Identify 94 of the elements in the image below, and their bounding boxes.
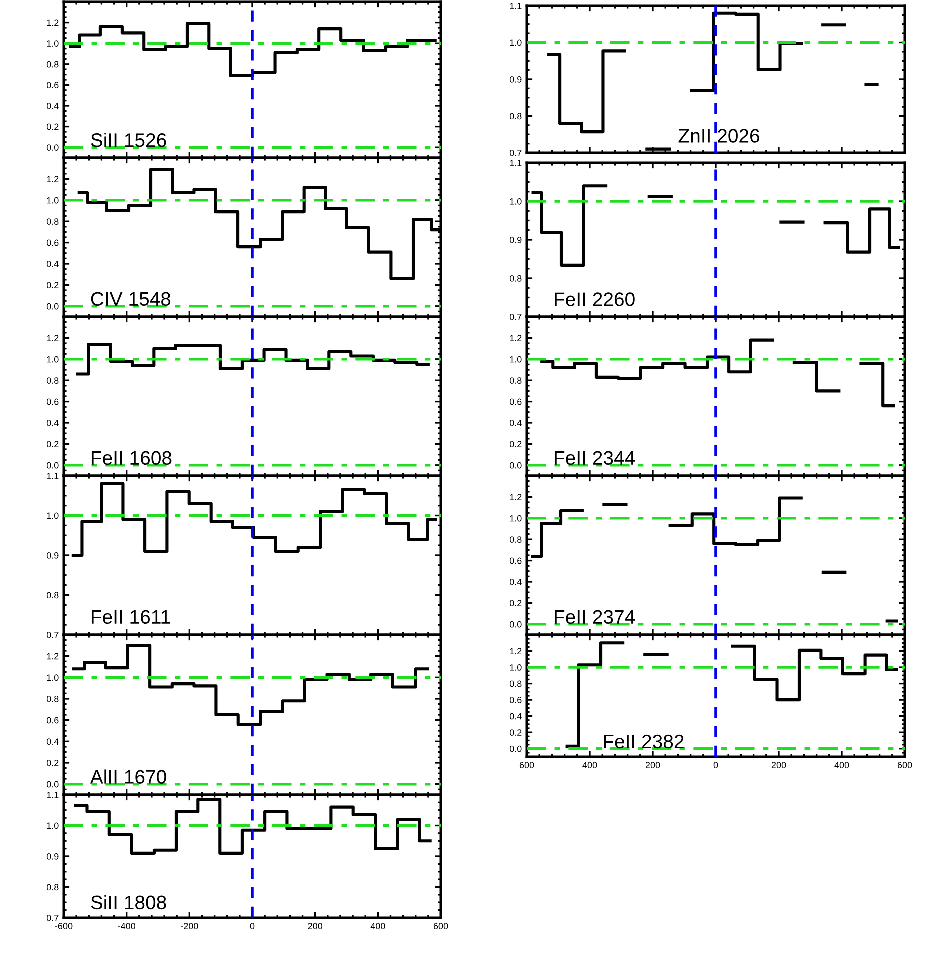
y-tick-label: 0.0 <box>46 462 59 469</box>
y-tick-label: 1.0 <box>47 674 59 682</box>
y-tick-label: 1.0 <box>510 515 522 522</box>
x-tick-label: 200 <box>772 762 786 768</box>
y-tick-label: 0.2 <box>510 441 522 448</box>
y-tick-label: 1.2 <box>47 653 59 660</box>
y-tick-label: 0.8 <box>510 113 522 120</box>
y-tick-label: 1.0 <box>47 822 59 830</box>
y-tick-label: 0.8 <box>510 275 522 282</box>
y-tick-label: 0.2 <box>46 441 59 448</box>
y-tick-label: 0.4 <box>46 420 59 426</box>
annotation: FeII 1608 <box>92 451 172 466</box>
y-tick-label: 0.7 <box>510 150 522 156</box>
y-tick-label: 0.8 <box>46 61 59 68</box>
x-tick-label: 200 <box>646 762 660 768</box>
y-tick-label: 1.0 <box>47 40 59 47</box>
x-tick-label: 200 <box>308 923 323 930</box>
y-tick-label: 1.0 <box>510 40 522 46</box>
x-tick-label: 400 <box>582 762 598 768</box>
x-tick-label: 600 <box>520 762 534 768</box>
y-tick-label: 0.0 <box>510 621 522 628</box>
x-tick-label: 600 <box>434 923 448 930</box>
y-tick-label: 1.1 <box>47 792 59 798</box>
y-tick-label: 0.8 <box>510 680 522 688</box>
y-tick-label: 0.0 <box>510 462 522 469</box>
annotation: SiII 1526 <box>91 132 166 148</box>
y-tick-label: 0.9 <box>46 853 59 860</box>
y-tick-label: 0.8 <box>510 378 522 384</box>
x-tick-label: 0 <box>714 762 718 768</box>
y-tick-label: 0.4 <box>46 102 59 110</box>
y-tick-label: 0.9 <box>46 552 59 559</box>
x-tick-label: 0 <box>250 923 255 930</box>
y-tick-label: 1.0 <box>510 356 522 363</box>
y-tick-label: 1.2 <box>47 176 59 182</box>
y-tick-label: 1.0 <box>510 664 522 671</box>
annotation: FeII 2260 <box>555 292 635 306</box>
y-tick-label: 0.6 <box>510 697 522 704</box>
y-tick-label: 0.4 <box>510 420 522 426</box>
annotation: FeII 2344 <box>555 451 636 466</box>
y-tick-label: 1.0 <box>510 198 522 205</box>
x-tick-label: -600 <box>55 923 73 930</box>
y-tick-label: 0.6 <box>510 398 522 406</box>
y-tick-label: 0.7 <box>46 914 59 922</box>
y-tick-label: 0.8 <box>46 884 59 891</box>
y-tick-label: 0.0 <box>46 303 59 310</box>
x-tick-label: -400 <box>118 923 136 930</box>
y-tick-label: 1.0 <box>47 512 59 520</box>
x-tick-label: 400 <box>834 762 850 768</box>
annotation: FeII 2374 <box>555 610 636 624</box>
y-tick-label: 0.7 <box>510 314 522 320</box>
y-tick-label: 1.0 <box>47 197 59 204</box>
x-tick-label: 400 <box>370 923 386 930</box>
y-tick-label: 1.1 <box>510 160 522 166</box>
y-tick-label: 0.4 <box>510 578 522 586</box>
y-tick-label: 0.0 <box>46 144 59 151</box>
y-tick-label: 0.8 <box>46 592 59 599</box>
y-tick-label: 1.0 <box>47 356 59 363</box>
y-tick-label: 0.8 <box>510 536 522 543</box>
y-tick-label: 0.4 <box>46 260 59 268</box>
y-tick-label: 0.8 <box>46 696 59 702</box>
y-tick-label: 0.2 <box>510 600 522 607</box>
annotation: SiII 1808 <box>91 895 166 910</box>
y-tick-label: 0.9 <box>510 236 522 244</box>
y-tick-label: 0.8 <box>46 378 59 384</box>
y-tick-label: 0.4 <box>510 713 522 720</box>
y-tick-label: 1.1 <box>510 3 522 10</box>
y-tick-label: 1.1 <box>47 473 59 480</box>
annotation: FeII 1611 <box>92 610 170 624</box>
y-tick-label: 0.6 <box>46 82 59 89</box>
y-tick-label: 0.2 <box>46 124 59 130</box>
y-tick-label: 0.0 <box>510 746 522 752</box>
y-tick-label: 0.9 <box>510 76 522 83</box>
y-tick-label: 1.2 <box>47 335 59 342</box>
y-tick-label: 0.0 <box>46 781 59 788</box>
y-tick-label: 0.2 <box>46 760 59 766</box>
y-tick-label: 1.2 <box>510 648 522 655</box>
y-tick-label: 1.2 <box>47 20 59 26</box>
y-tick-label: 0.4 <box>46 738 59 746</box>
y-tick-label: 1.2 <box>510 494 522 500</box>
y-tick-label: 0.2 <box>46 282 59 289</box>
annotation: FeII 2382 <box>604 734 684 749</box>
y-tick-label: 0.6 <box>46 717 59 724</box>
x-tick-label: 600 <box>898 762 912 768</box>
annotation: CIV 1548 <box>91 292 171 306</box>
y-tick-label: 0.7 <box>46 632 59 638</box>
y-tick-label: 0.6 <box>46 240 59 246</box>
y-tick-label: 0.6 <box>46 398 59 406</box>
y-tick-label: 0.2 <box>510 730 522 736</box>
annotation: AlII 1670 <box>90 770 166 784</box>
y-tick-label: 0.8 <box>46 218 59 225</box>
y-tick-label: 1.2 <box>510 335 522 342</box>
x-tick-label: -200 <box>181 923 198 930</box>
annotation: ZnII 2026 <box>678 129 760 143</box>
y-tick-label: 0.6 <box>510 558 522 564</box>
